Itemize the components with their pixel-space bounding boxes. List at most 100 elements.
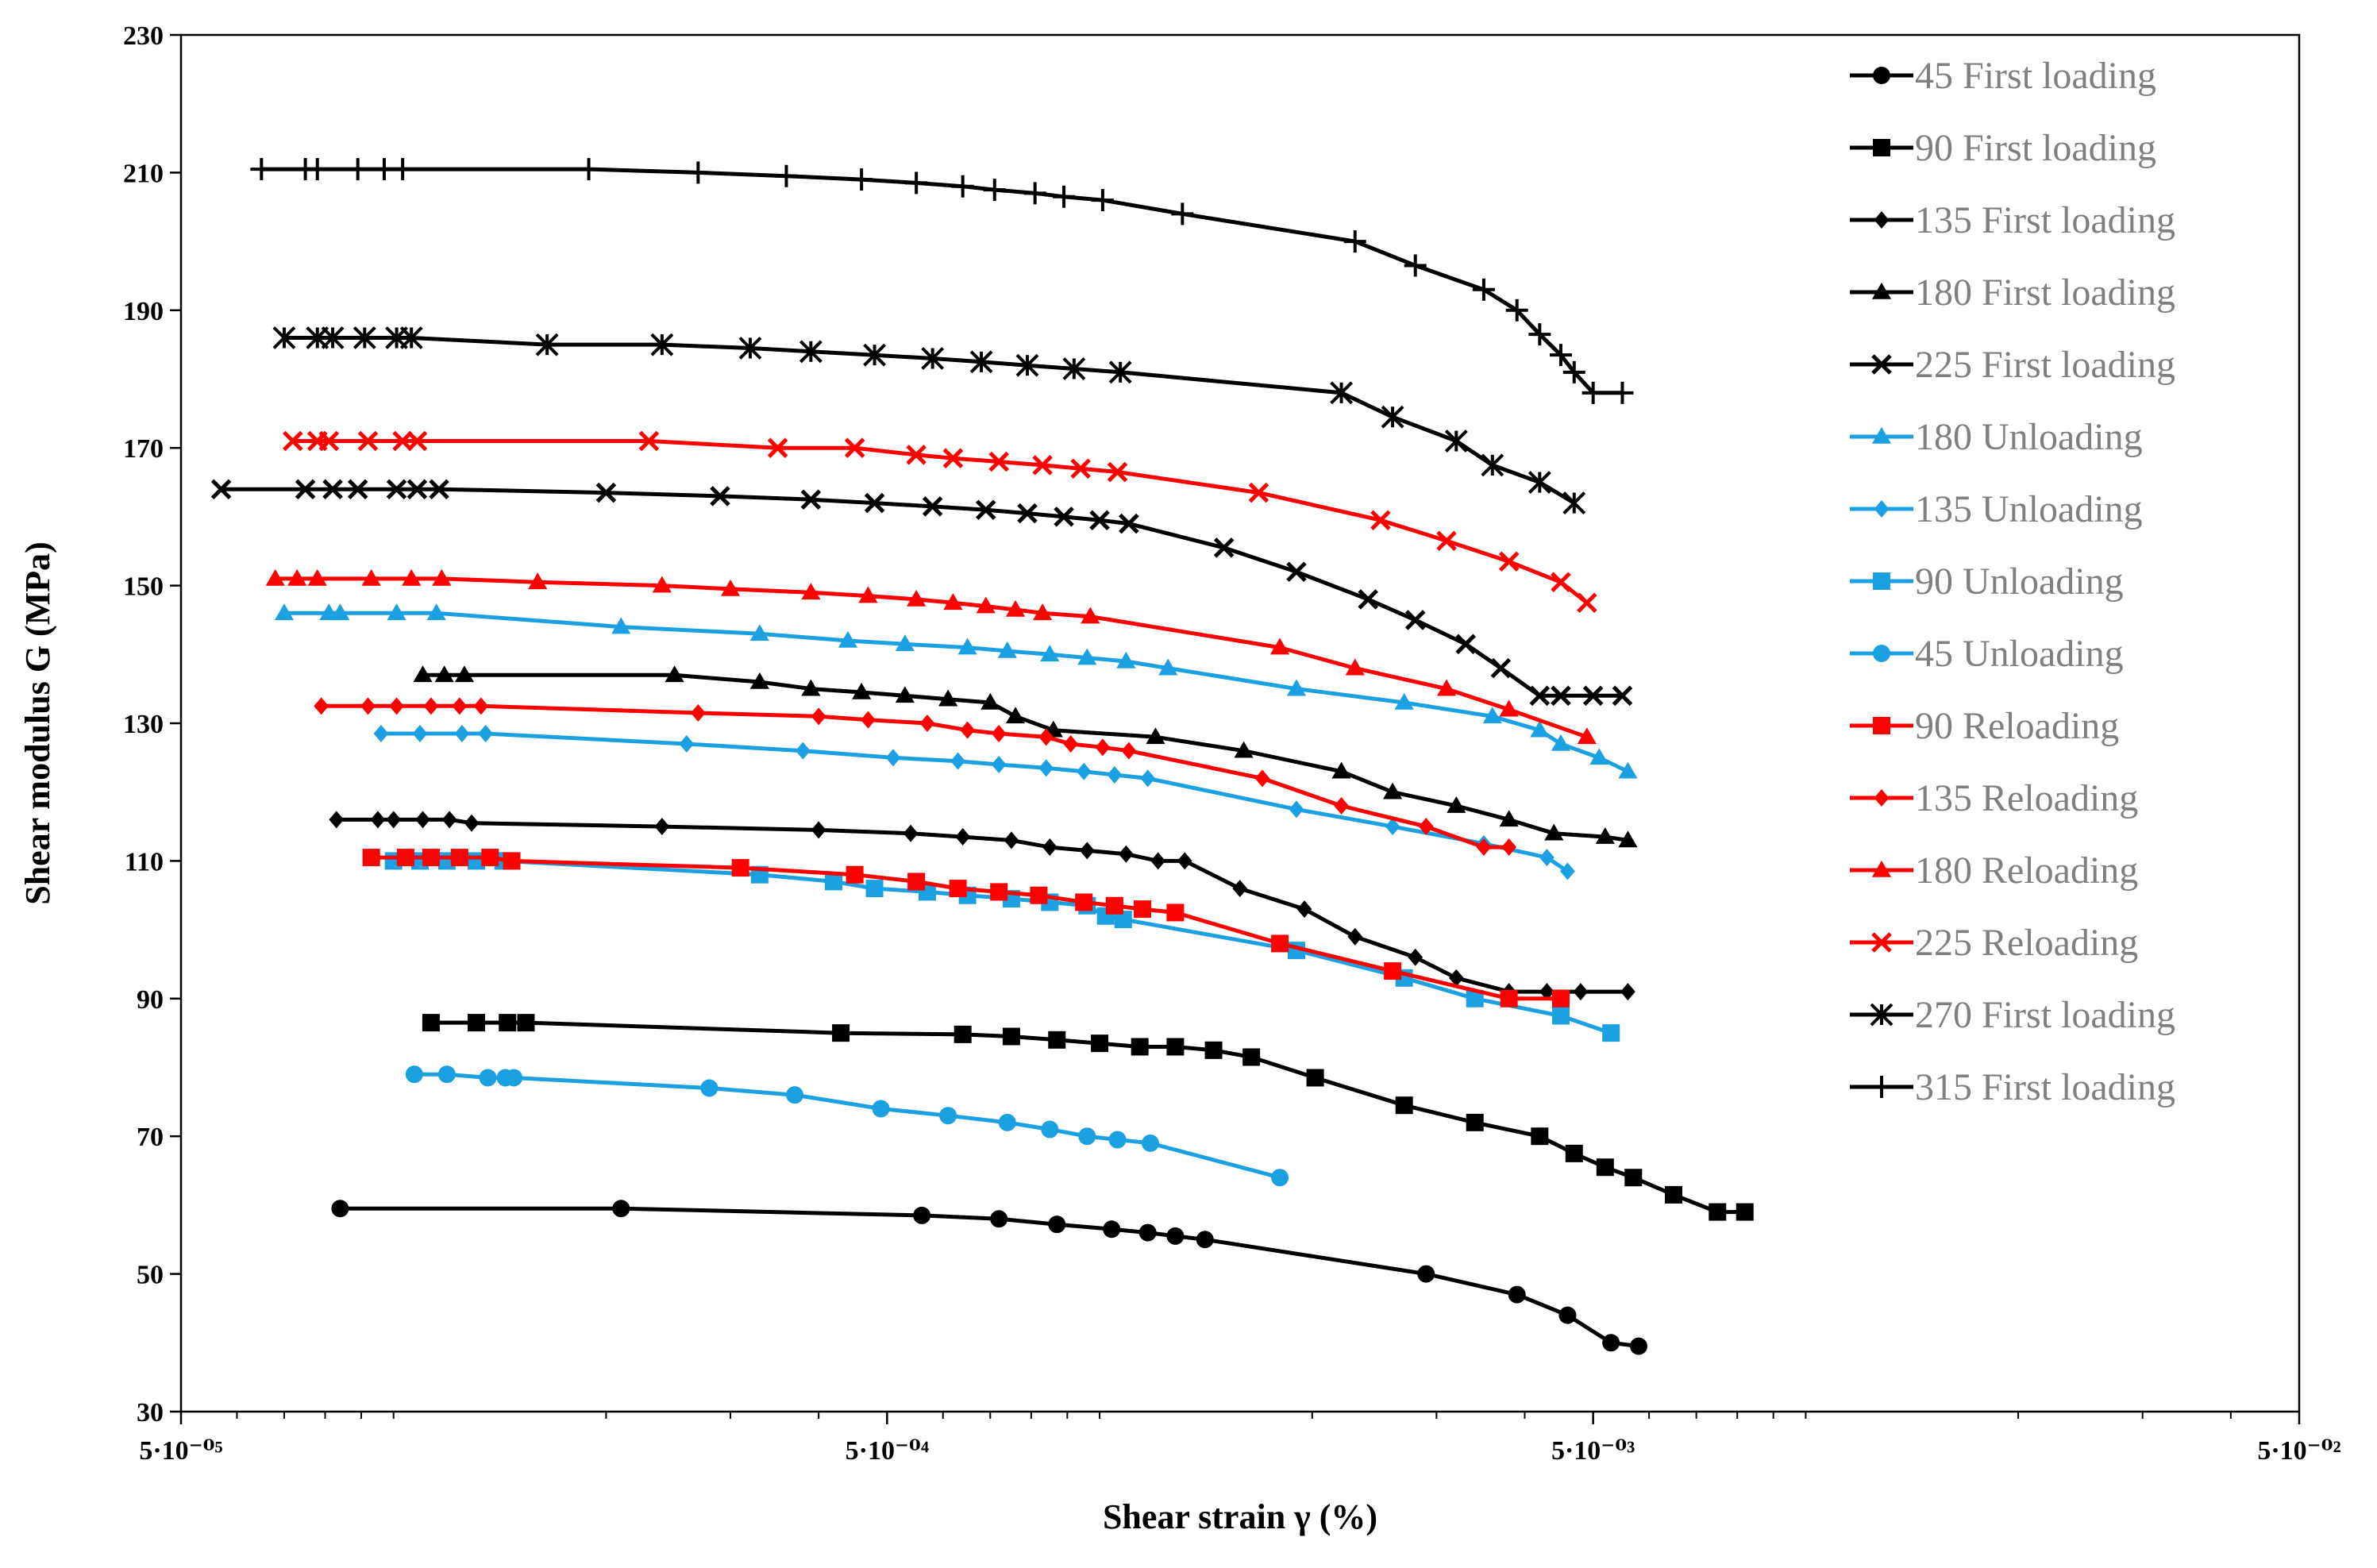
data-point: [1665, 1185, 1683, 1204]
data-point: [283, 430, 303, 452]
data-point: [1529, 685, 1551, 707]
y-tick-label: 230: [123, 21, 164, 51]
data-point: [1213, 537, 1235, 558]
data-point: [950, 752, 965, 770]
data-point: [838, 630, 858, 648]
data-point: [905, 171, 928, 195]
data-point: [1150, 852, 1166, 870]
data-point: [1330, 381, 1353, 405]
data-point: [983, 179, 1006, 202]
series-12: [283, 430, 1597, 614]
data-point: [1076, 762, 1092, 780]
series-2: [329, 811, 1635, 1001]
legend-label: 180 Reloading: [1915, 849, 2138, 892]
data-point: [1577, 727, 1597, 745]
data-point: [360, 697, 376, 715]
data-point: [1551, 989, 1570, 1007]
data-point: [858, 586, 878, 603]
legend-marker: [1873, 572, 1890, 590]
data-point: [387, 603, 406, 621]
data-point: [907, 589, 927, 607]
data-point: [412, 725, 428, 743]
data-point: [595, 482, 617, 503]
data-point: [434, 665, 454, 683]
data-point: [1079, 842, 1095, 860]
legend-entry: 180 First loading: [1850, 272, 2175, 314]
data-point: [1544, 823, 1564, 841]
data-point: [1381, 405, 1404, 429]
data-point: [665, 665, 684, 683]
legend-label: 315 First loading: [1915, 1066, 2175, 1108]
data-point: [1141, 1134, 1159, 1152]
data-point: [799, 340, 823, 364]
data-point: [1005, 707, 1026, 724]
data-point: [331, 1200, 349, 1218]
data-point: [329, 811, 345, 829]
data-point: [895, 686, 915, 703]
data-point: [481, 849, 499, 867]
data-point: [1596, 1158, 1614, 1177]
data-point: [1602, 1334, 1620, 1352]
data-point: [386, 479, 407, 499]
data-point: [919, 715, 935, 732]
data-point: [1048, 1215, 1066, 1234]
legend-entry: 225 Reloading: [1850, 922, 2138, 964]
data-point: [844, 437, 865, 458]
data-point: [1271, 934, 1289, 953]
data-point: [1131, 1038, 1149, 1056]
data-point: [1404, 610, 1426, 630]
data-point: [1166, 1038, 1185, 1056]
series-0: [331, 1200, 1647, 1355]
data-point: [1481, 453, 1504, 477]
y-tick-label: 50: [137, 1261, 164, 1290]
data-point: [749, 624, 769, 641]
data-point: [1032, 455, 1053, 476]
data-point: [265, 568, 285, 586]
data-point: [450, 849, 468, 867]
data-point: [1041, 1120, 1059, 1138]
data-point: [479, 1069, 497, 1087]
series-line: [430, 1020, 1745, 1215]
data-point: [405, 1065, 423, 1084]
data-point: [801, 679, 821, 696]
data-point: [1062, 357, 1086, 380]
data-point: [1455, 634, 1476, 655]
data-point: [700, 1079, 718, 1097]
data-point: [969, 350, 993, 374]
data-point: [422, 1014, 440, 1032]
legend-marker: [1871, 426, 1892, 444]
data-point: [330, 603, 350, 621]
data-point: [943, 593, 963, 611]
data-point: [210, 479, 232, 499]
data-point: [1384, 962, 1402, 980]
data-point: [1370, 510, 1391, 531]
data-point: [437, 1065, 456, 1084]
data-point: [347, 479, 368, 499]
data-point: [272, 326, 296, 349]
data-point: [1091, 189, 1114, 212]
data-point: [1448, 969, 1464, 987]
data-point: [1551, 572, 1571, 593]
series-13: [272, 326, 1586, 514]
data-point: [318, 430, 340, 452]
data-point: [535, 333, 559, 356]
data-point: [997, 641, 1017, 658]
legend-marker: [1871, 354, 1892, 375]
series-7: [384, 852, 1620, 1042]
data-point: [362, 849, 380, 867]
data-point: [1466, 1113, 1484, 1131]
data-point: [690, 703, 706, 722]
data-point: [1539, 849, 1554, 867]
data-point: [895, 634, 915, 652]
data-point: [1528, 471, 1551, 494]
data-point: [1289, 800, 1304, 819]
y-axis-title: Shear modulus G (MPa): [18, 541, 57, 905]
data-point: [287, 568, 307, 586]
data-point: [1618, 830, 1638, 848]
data-point: [638, 430, 660, 452]
data-point: [1476, 838, 1492, 857]
legend-label: 45 First loading: [1915, 55, 2156, 97]
legend-marker: [1873, 139, 1890, 156]
data-point: [1466, 989, 1484, 1007]
legend-marker: [1874, 789, 1890, 807]
